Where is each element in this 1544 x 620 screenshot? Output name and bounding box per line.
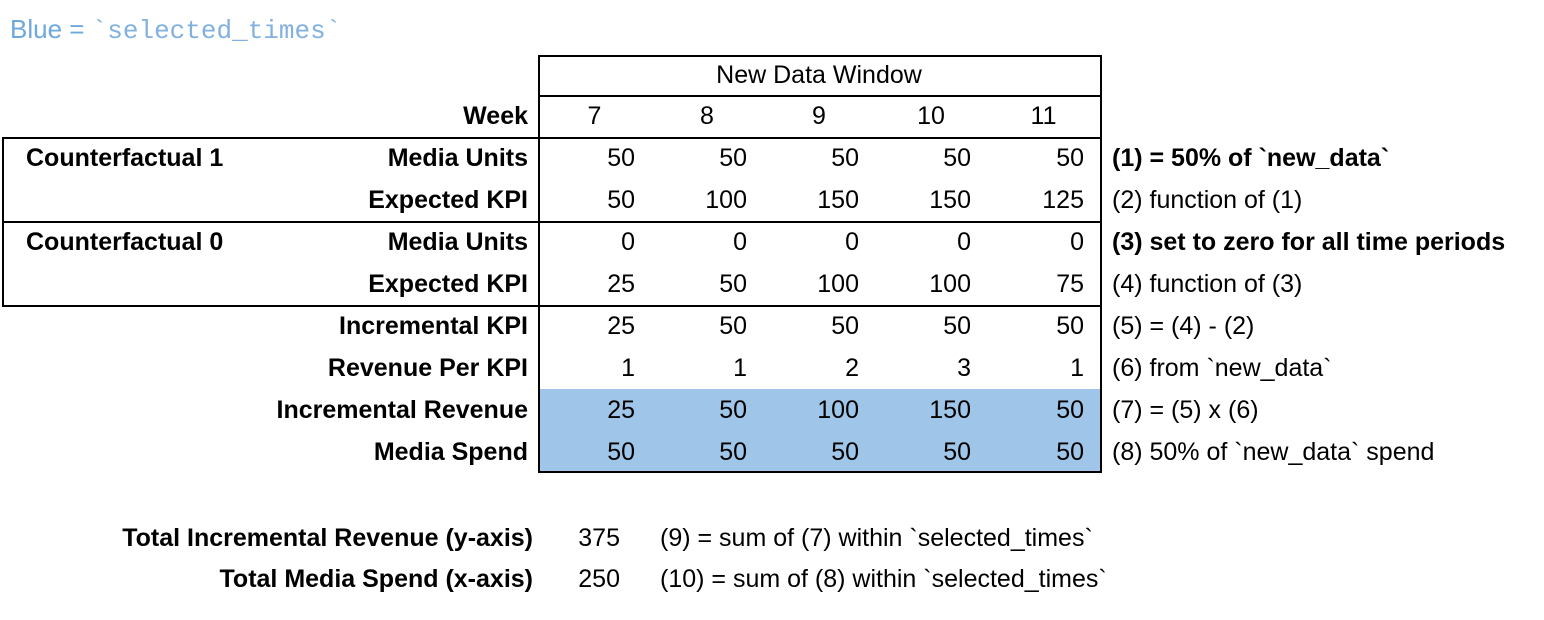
week-label: Week [463,102,528,130]
week-cell: 9 [812,102,826,130]
row-note: (3) set to zero for all time periods [1112,228,1506,256]
row-note: (6) from `new_data` [1112,354,1332,382]
table-row-highlighted: Incremental Revenue 25 50 100 150 50 (7)… [0,389,1544,431]
total-value: 375 [578,524,620,552]
value-cell: 50 [831,144,859,172]
value-cell: 150 [929,186,971,214]
value-cell: 2 [845,354,859,382]
value-cell: 25 [607,270,635,298]
total-note: (10) = sum of (8) within `selected_times… [660,565,1107,593]
total-label: Total Incremental Revenue (y-axis) [122,524,533,552]
border-line [2,137,1102,139]
value-cell: 50 [1056,312,1084,340]
value-cell: 0 [1070,228,1084,256]
value-cell: 0 [621,228,635,256]
week-row: Week 7 8 9 10 11 [0,95,1544,137]
row-note: (1) = 50% of `new_data` [1112,144,1390,172]
value-cell: 100 [929,270,971,298]
value-cell: 0 [733,228,747,256]
border-line [2,221,1102,223]
week-cell: 10 [917,102,945,130]
value-cell: 150 [929,396,971,424]
value-cell: 1 [733,354,747,382]
total-row: Total Incremental Revenue (y-axis) 375 (… [0,517,1544,559]
border-line [538,471,1102,473]
week-cell: 11 [1030,102,1057,130]
table-row: Expected KPI 50 100 150 150 125 (2) func… [0,179,1544,221]
border-line [538,55,1102,57]
row-note: (8) 50% of `new_data` spend [1112,438,1435,466]
value-cell: 50 [719,396,747,424]
row-label: Incremental Revenue [276,396,529,424]
value-cell: 0 [845,228,859,256]
row-label: Revenue Per KPI [327,354,528,382]
row-note: (7) = (5) x (6) [1112,396,1259,424]
row-note: (5) = (4) - (2) [1112,312,1255,340]
row-label: Media Spend [373,438,528,466]
row-label: Media Units [387,228,528,256]
border-line [1100,55,1102,473]
total-value: 250 [578,565,620,593]
week-cell: 8 [700,102,714,130]
border-line [2,137,4,307]
total-row: Total Media Spend (x-axis) 250 (10) = su… [0,558,1544,600]
table-row: Revenue Per KPI 1 1 2 3 1 (6) from `new_… [0,347,1544,389]
value-cell: 50 [607,144,635,172]
row-label: Expected KPI [368,270,528,298]
value-cell: 50 [607,438,635,466]
value-cell: 150 [817,186,859,214]
value-cell: 50 [943,438,971,466]
value-cell: 100 [705,186,747,214]
table-row: Media Units 0 0 0 0 0 (3) set to zero fo… [0,221,1544,263]
total-label: Total Media Spend (x-axis) [219,565,533,593]
selected-times-highlight [540,389,1100,471]
value-cell: 50 [1056,438,1084,466]
group-label-counterfactual-0: Counterfactual 0 [26,228,224,256]
value-cell: 50 [719,438,747,466]
value-cell: 75 [1056,270,1084,298]
value-cell: 50 [943,144,971,172]
value-cell: 50 [943,312,971,340]
table-row: Expected KPI 25 50 100 100 75 (4) functi… [0,263,1544,305]
value-cell: 25 [607,396,635,424]
value-cell: 25 [607,312,635,340]
row-note: (4) function of (3) [1112,270,1303,298]
value-cell: 1 [1070,354,1084,382]
table-row-highlighted: Media Spend 50 50 50 50 50 (8) 50% of `n… [0,431,1544,473]
border-line [538,55,540,473]
value-cell: 50 [831,438,859,466]
value-cell: 50 [831,312,859,340]
value-cell: 50 [719,144,747,172]
value-cell: 50 [719,270,747,298]
row-label: Media Units [387,144,528,172]
row-label: Incremental KPI [339,312,528,340]
value-cell: 50 [607,186,635,214]
value-cell: 125 [1042,186,1084,214]
group-label-counterfactual-1: Counterfactual 1 [26,144,224,172]
value-cell: 1 [621,354,635,382]
total-note: (9) = sum of (7) within `selected_times` [660,524,1093,552]
week-cell: 7 [587,102,602,130]
table-row: Media Units 50 50 50 50 50 (1) = 50% of … [0,137,1544,179]
value-cell: 100 [817,396,859,424]
table-title: New Data Window [716,61,922,89]
row-note: (2) function of (1) [1112,186,1303,214]
value-cell: 50 [1056,144,1084,172]
value-cell: 3 [957,354,971,382]
value-cell: 100 [817,270,859,298]
border-line [2,305,1102,307]
legend: Blue = `selected_times` [10,14,341,46]
row-label: Expected KPI [368,186,528,214]
value-cell: 50 [1056,396,1084,424]
border-line [538,95,1102,97]
value-cell: 0 [957,228,971,256]
table-row: Incremental KPI 25 50 50 50 50 (5) = (4)… [0,305,1544,347]
legend-code: `selected_times` [91,16,342,46]
value-cell: 50 [719,312,747,340]
legend-label: Blue = [10,14,92,44]
